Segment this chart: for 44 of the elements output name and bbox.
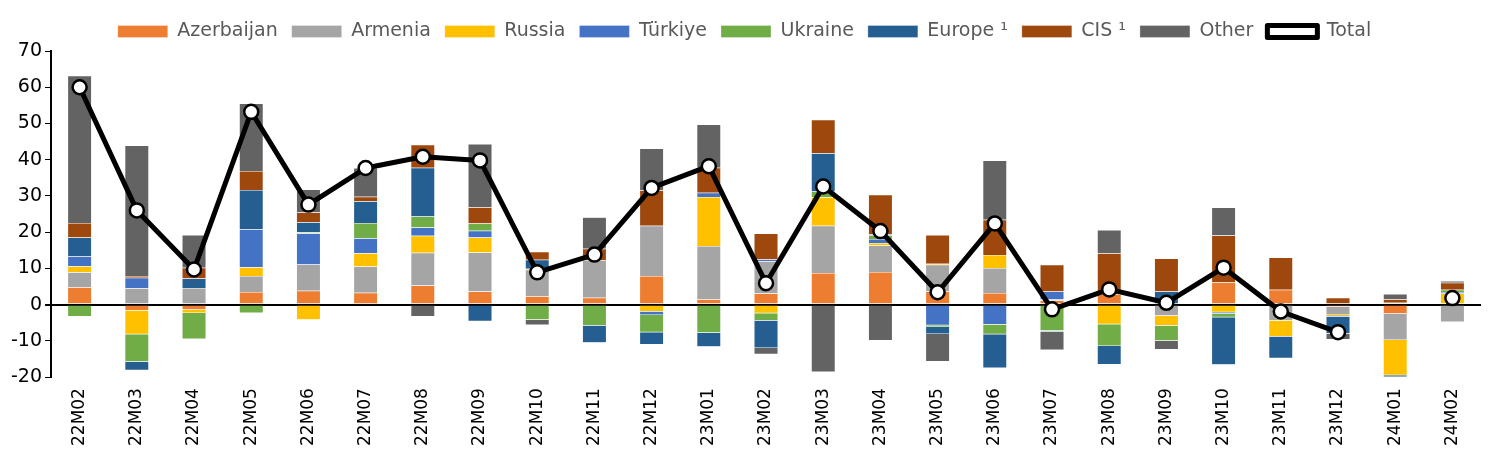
y-tick-label: 0 bbox=[29, 291, 43, 314]
legend-label: Ukraine bbox=[780, 18, 854, 41]
legend-label: CIS ¹ bbox=[1081, 18, 1126, 41]
y-tick-label: 40 bbox=[17, 146, 43, 169]
y-tick-label: 60 bbox=[17, 74, 43, 97]
y-tick-label: 10 bbox=[17, 255, 43, 278]
x-tick-label: 22M02 bbox=[68, 388, 89, 447]
x-tick-label: 22M12 bbox=[640, 388, 661, 447]
x-tick-label: 23M12 bbox=[1326, 388, 1347, 447]
x-tick-label: 22M04 bbox=[182, 388, 203, 447]
legend-label: Türkiye bbox=[637, 18, 707, 41]
legend-label: Armenia bbox=[351, 18, 431, 41]
x-tick-label: 23M06 bbox=[983, 388, 1004, 447]
x-tick-label: 22M08 bbox=[411, 388, 432, 447]
x-tick-label: 22M10 bbox=[525, 388, 546, 447]
x-tick-label: 23M08 bbox=[1097, 388, 1118, 447]
y-tick-label: 50 bbox=[17, 110, 43, 133]
x-tick-label: 23M02 bbox=[754, 388, 775, 447]
x-tick-label: 23M05 bbox=[926, 388, 947, 447]
x-tick-label: 22M05 bbox=[239, 388, 260, 447]
x-tick-label: 22M11 bbox=[582, 388, 603, 447]
x-tick-label: 23M07 bbox=[1040, 388, 1061, 447]
legend-label: Russia bbox=[504, 18, 566, 41]
legend-label: Total bbox=[1325, 18, 1372, 41]
legend-label: Other bbox=[1199, 18, 1254, 41]
x-tick-label: 22M06 bbox=[296, 388, 317, 447]
x-tick-label: 24M01 bbox=[1383, 388, 1404, 447]
x-tick-label: 22M03 bbox=[125, 388, 146, 447]
y-tick-label: 70 bbox=[17, 37, 43, 60]
y-tick-label: -10 bbox=[10, 327, 43, 350]
x-tick-label: 23M01 bbox=[697, 388, 718, 447]
y-tick-label: 20 bbox=[17, 219, 43, 242]
x-tick-label: 23M04 bbox=[868, 388, 889, 447]
legend-label: Azerbaijan bbox=[177, 18, 278, 41]
x-tick-label: 24M02 bbox=[1440, 388, 1461, 447]
x-tick-label: 23M10 bbox=[1212, 388, 1233, 447]
x-tick-label: 23M09 bbox=[1154, 388, 1175, 447]
x-tick-label: 23M11 bbox=[1269, 388, 1290, 447]
y-tick-label: -20 bbox=[10, 364, 43, 387]
y-tick-label: 30 bbox=[17, 182, 43, 205]
x-tick-label: 23M03 bbox=[811, 388, 832, 447]
x-tick-label: 22M09 bbox=[468, 388, 489, 447]
x-tick-label: 22M07 bbox=[354, 388, 375, 447]
legend-label: Europe ¹ bbox=[927, 18, 1008, 41]
